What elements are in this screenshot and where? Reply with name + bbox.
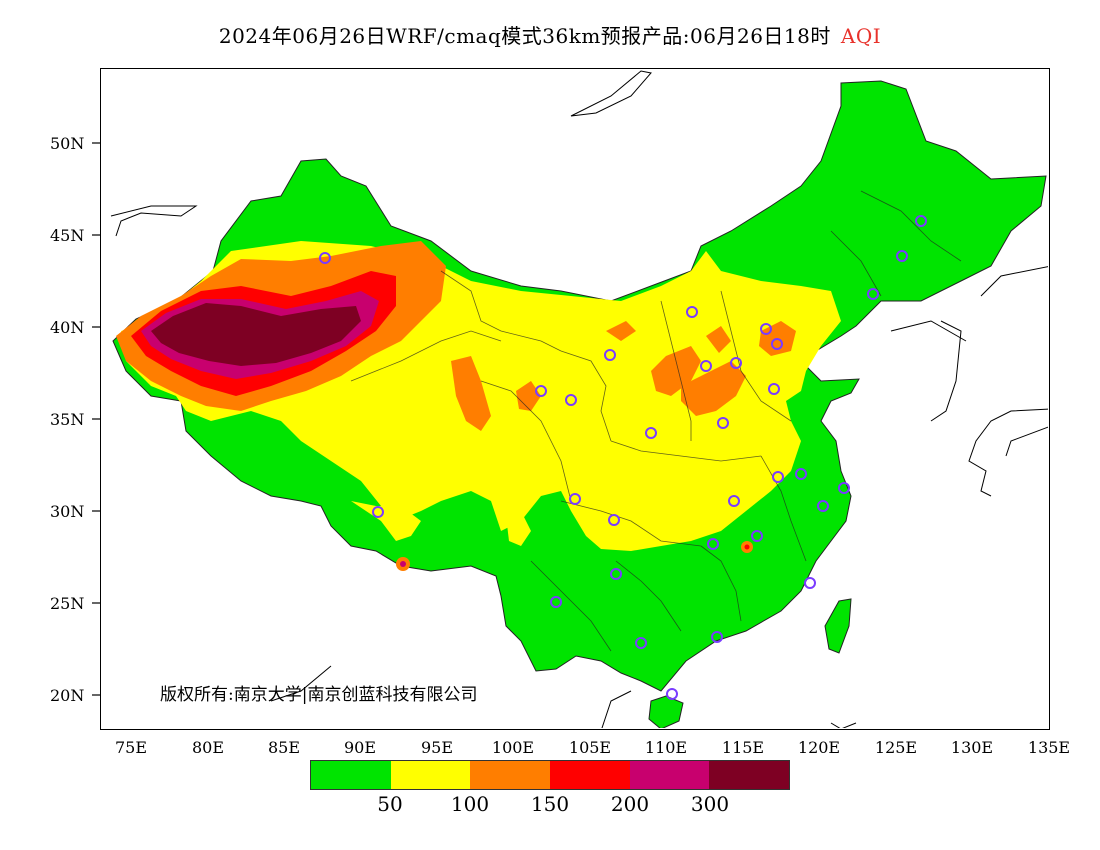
hainan-island [648,695,684,730]
legend-swatch-unhealthy [550,761,630,789]
station-marker [666,688,678,700]
station-marker [817,500,829,512]
station-marker [565,394,577,406]
lat-label: 20N [50,686,84,705]
station-marker [707,538,719,550]
aqi-map [110,70,1052,732]
station-marker [711,631,723,643]
unhealthy-sensitive-shanxi [651,346,701,396]
station-marker [635,637,647,649]
title-main: 2024年06月26日WRF/cmaq模式36km预报产品:06月26日18时 [218,24,831,48]
legend-swatch-good [311,761,391,789]
title-product: AQI [840,24,882,48]
unhealthy-sensitive-qinghai [451,356,491,431]
lat-label: 25N [50,594,84,613]
lon-label: 90E [344,738,376,757]
hotspot-tibet-south-core [400,561,406,567]
station-marker [795,468,807,480]
station-marker [645,427,657,439]
unhealthy-sensitive-ningxia [606,321,636,341]
aqi-legend [310,760,790,790]
longitude-labels: 75E 80E 85E 90E 95E 100E 105E 110E 115E … [115,738,1070,757]
lon-label: 100E [492,738,534,757]
legend-swatch-very-unhealthy [629,761,710,789]
station-marker [610,568,622,580]
station-marker [804,577,816,589]
legend-swatch-moderate [390,761,471,789]
map-frame [100,68,1052,732]
station-marker [772,471,784,483]
lon-label: 135E [1028,738,1070,757]
lat-label: 50N [50,134,84,153]
station-marker [751,530,763,542]
station-marker [686,306,698,318]
station-marker [728,495,740,507]
station-marker [550,596,562,608]
station-marker [319,252,331,264]
station-marker [717,417,729,429]
map-title: 2024年06月26日WRF/cmaq模式36km预报产品:06月26日18时 A… [0,20,1100,49]
lat-label: 35N [50,410,84,429]
hazardous-zone [151,303,361,366]
lon-label: 85E [268,738,300,757]
unhealthy-sensitive-gansu [516,381,541,411]
station-marker [604,349,616,361]
legend-swatch-hazardous [709,761,790,789]
station-marker [768,383,780,395]
legend-label: 50 [377,792,403,816]
hotspot-hunan-core [744,544,750,550]
province-borders [350,190,962,652]
station-marker [896,250,908,262]
unhealthy-sensitive-hebei [681,361,746,416]
lon-label: 130E [951,738,993,757]
taiwan-island [824,598,852,654]
station-marker [730,357,742,369]
station-marker [608,514,620,526]
legend-label: 100 [450,792,490,816]
station-marker [535,385,547,397]
station-marker [867,288,879,300]
moderate-patch-yunnan [506,511,531,546]
neighbour-borders [110,70,1052,732]
station-marker [838,482,850,494]
station-marker [915,215,927,227]
station-marker [372,506,384,518]
lat-label: 45N [50,226,84,245]
lon-label: 125E [875,738,917,757]
station-marker [700,360,712,372]
lon-label: 110E [645,738,687,757]
legend-swatch-usg [470,761,551,789]
copyright-notice: 版权所有:南京大学|南京创蓝科技有限公司 [160,685,478,705]
lon-label: 95E [421,738,453,757]
lon-label: 120E [798,738,840,757]
legend-labels: 50 100 150 200 300 [0,792,1100,822]
latitude-ticks [92,142,100,696]
lon-label: 75E [115,738,147,757]
moderate-patch-tibet [351,501,421,541]
lat-label: 40N [50,318,84,337]
legend-label: 300 [690,792,730,816]
lon-label: 115E [722,738,764,757]
station-marker [771,338,783,350]
station-marker [760,323,772,335]
lon-label: 105E [569,738,611,757]
lat-label: 30N [50,502,84,521]
station-markers [319,215,927,700]
unhealthy-sensitive-nm [706,326,731,353]
legend-label: 150 [530,792,570,816]
lon-label: 80E [192,738,224,757]
latitude-labels: 50N 45N 40N 35N 30N 25N 20N [50,134,84,705]
station-marker [569,493,581,505]
legend-label: 200 [610,792,650,816]
